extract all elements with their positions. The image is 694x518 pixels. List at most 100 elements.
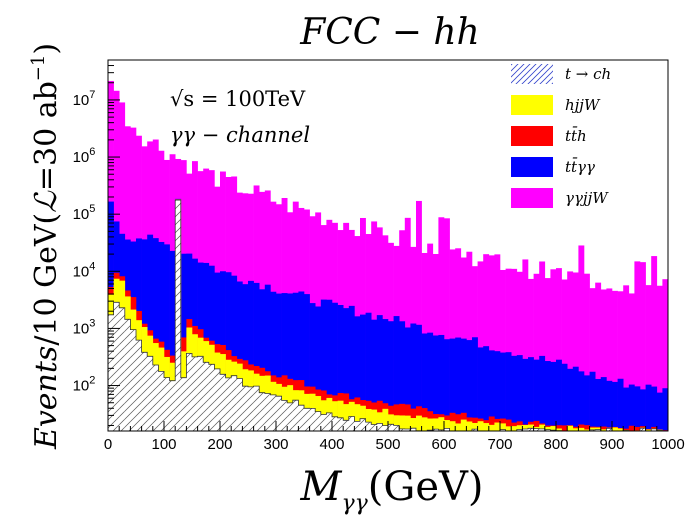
bar-s3-b49 bbox=[382, 319, 389, 431]
bar-s4-b87 bbox=[595, 282, 602, 431]
x-tick-label-600: 600 bbox=[431, 436, 456, 453]
bar-s3-b96 bbox=[645, 384, 652, 431]
bar-s4-b76 bbox=[533, 273, 540, 431]
annotation-channel: γγ − channel bbox=[170, 123, 310, 147]
bar-s4-b70 bbox=[500, 269, 506, 431]
bar-s3-b80 bbox=[556, 359, 562, 431]
y-tick-label-2: 102 bbox=[73, 375, 96, 395]
bar-hatch-b39 bbox=[326, 412, 333, 431]
bar-s4-b53 bbox=[404, 217, 411, 431]
bar-hatch-b47 bbox=[371, 424, 378, 431]
bar-hatch-b1 bbox=[113, 302, 120, 431]
bar-s3-b51 bbox=[393, 316, 400, 431]
y-axis-label-exp: −1 bbox=[28, 55, 49, 82]
bar-s3-b26 bbox=[253, 282, 260, 431]
bar-hatch-b58 bbox=[432, 429, 439, 431]
bar-s1-b42 bbox=[343, 404, 350, 431]
bar-hatch-b59 bbox=[438, 429, 445, 431]
bar-s1-b47 bbox=[371, 409, 378, 431]
bar-s3-b23 bbox=[236, 281, 243, 431]
y-tick-base-2: 10 bbox=[73, 378, 90, 395]
legend-swatch-3 bbox=[511, 157, 553, 177]
bar-hatch-b20 bbox=[220, 374, 226, 431]
bar-s3-b78 bbox=[544, 361, 551, 431]
bar-s4-b97 bbox=[651, 256, 658, 431]
bar-s1-b48 bbox=[376, 412, 383, 431]
bar-s2-b88 bbox=[600, 426, 607, 431]
bar-hatch-b46 bbox=[365, 422, 372, 431]
bar-s3-b28 bbox=[264, 284, 271, 431]
bar-s1-b77 bbox=[539, 424, 546, 431]
bar-s1-b44 bbox=[354, 404, 361, 431]
bar-s3-b35 bbox=[304, 294, 310, 431]
bar-hatch-b73 bbox=[516, 429, 523, 431]
legend-label-2: tt̄h bbox=[565, 127, 587, 145]
bar-s3-b52 bbox=[399, 321, 406, 431]
x-axis-label-sub: γγ bbox=[341, 491, 368, 516]
bar-s1-b74 bbox=[522, 425, 529, 431]
y-axis-label-close: ) bbox=[29, 43, 64, 55]
bar-s3-b54 bbox=[410, 323, 417, 431]
x-tick-label-500: 500 bbox=[375, 436, 400, 453]
bar-hatch-b6 bbox=[141, 352, 148, 431]
bar-s4-b69 bbox=[494, 254, 501, 431]
bar-hatch-b22 bbox=[231, 375, 238, 431]
bar-hatch-b34 bbox=[298, 405, 305, 431]
bar-hatch-b95 bbox=[640, 428, 646, 431]
bar-s3-b24 bbox=[242, 284, 249, 431]
bar-s4-b68 bbox=[488, 255, 495, 431]
bar-hatch-b45 bbox=[360, 418, 366, 431]
bar-s4-b75 bbox=[528, 278, 534, 431]
bar-s4-b83 bbox=[572, 272, 579, 431]
bar-s3-b30 bbox=[276, 293, 282, 431]
plot-area bbox=[108, 80, 668, 431]
bar-s2-b62 bbox=[455, 414, 462, 431]
x-tick-label-100: 100 bbox=[151, 436, 176, 453]
bar-s3-b69 bbox=[494, 351, 501, 431]
bar-hatch-b53 bbox=[404, 428, 411, 431]
bar-s3-b50 bbox=[388, 321, 394, 431]
bar-s1-b49 bbox=[382, 408, 389, 431]
x-tick-label-200: 200 bbox=[207, 436, 232, 453]
legend: t → ch hjjW tt̄h tt̄γγ γγjjW bbox=[511, 64, 611, 208]
bar-s1-b46 bbox=[365, 408, 372, 431]
x-tick-label-900: 900 bbox=[599, 436, 624, 453]
bar-hatch-b13 bbox=[180, 377, 187, 431]
y-tick-exp-3: 3 bbox=[89, 317, 95, 329]
bar-s4-b71 bbox=[505, 268, 512, 431]
bar-s2-b84 bbox=[578, 424, 585, 431]
legend-label-4: γγjjW bbox=[565, 189, 609, 207]
bar-s3-b94 bbox=[634, 386, 641, 431]
x-axis: 0 100 200 300 400 500 600 700 800 900 1000 bbox=[104, 421, 685, 453]
bar-hatch-b26 bbox=[253, 386, 260, 431]
bar-hatch-b7 bbox=[147, 356, 154, 431]
bar-s2-b92 bbox=[623, 428, 630, 431]
bar-s1-b90 bbox=[612, 427, 618, 431]
bar-s4-b74 bbox=[522, 259, 529, 431]
y-tick-exp-5: 5 bbox=[89, 203, 95, 215]
bar-s3-b42 bbox=[343, 308, 350, 431]
bar-s3-b79 bbox=[550, 361, 557, 431]
bar-s3-b66 bbox=[477, 347, 484, 431]
bar-s3-b88 bbox=[600, 377, 607, 431]
bar-s3-b53 bbox=[404, 327, 411, 431]
y-tick-label-6: 106 bbox=[73, 146, 96, 166]
bar-s1-b86 bbox=[589, 427, 596, 431]
bar-s3-b10 bbox=[164, 244, 170, 431]
bar-s4-b55 bbox=[416, 200, 422, 431]
bar-s3-b82 bbox=[567, 368, 574, 431]
bar-s3-b22 bbox=[231, 275, 238, 431]
bar-s1-b80 bbox=[556, 428, 562, 431]
chart-title: FCC − hh bbox=[299, 12, 480, 53]
bar-hatch-b43 bbox=[348, 416, 355, 431]
bar-s3-b58 bbox=[432, 335, 439, 431]
bar-hatch-b36 bbox=[309, 408, 316, 431]
y-tick-exp-7: 7 bbox=[89, 89, 95, 101]
bar-s3-b97 bbox=[651, 386, 658, 431]
bar-hatch-b17 bbox=[203, 362, 210, 431]
bar-hatch-b76 bbox=[533, 428, 540, 431]
bar-s3-b62 bbox=[455, 337, 462, 431]
bar-hatch-b29 bbox=[270, 394, 277, 431]
bar-s4-b59 bbox=[438, 217, 445, 431]
